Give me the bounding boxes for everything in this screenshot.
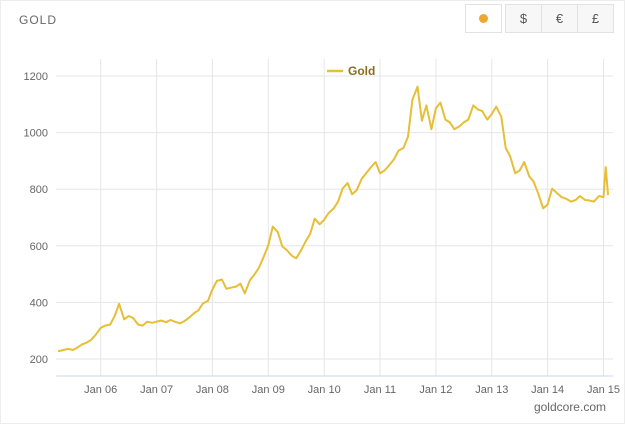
currency-button-eur[interactable]: € — [541, 4, 578, 33]
currency-button-gbp[interactable]: £ — [577, 4, 614, 33]
x-axis-tick-label: Jan 13 — [475, 384, 508, 396]
currency-button-usd[interactable]: $ — [505, 4, 542, 33]
y-axis-tick-label: 1200 — [24, 71, 48, 83]
currency-button-selected[interactable] — [465, 4, 502, 33]
legend-label[interactable]: Gold — [348, 64, 375, 78]
x-axis-tick-label: Jan 10 — [308, 384, 341, 396]
y-axis-tick-label: 1000 — [24, 128, 48, 140]
x-axis-tick-label: Jan 09 — [252, 384, 285, 396]
y-axis-tick-label: 800 — [30, 184, 48, 196]
x-axis-tick-label: Jan 15 — [587, 384, 620, 396]
x-axis-tick-label: Jan 12 — [419, 384, 452, 396]
page-title: GOLD — [19, 13, 58, 27]
x-axis-tick-label: Jan 11 — [364, 384, 396, 396]
x-axis-tick-label: Jan 08 — [196, 384, 229, 396]
goldcore-credit: goldcore.com — [533, 400, 606, 414]
gold-series-line — [57, 85, 609, 353]
y-axis-tick-label: 600 — [30, 241, 48, 253]
selected-dot-icon — [479, 14, 488, 23]
header: GOLD $ € £ — [1, 1, 624, 41]
x-axis-tick-label: Jan 06 — [84, 384, 117, 396]
y-axis-tick-label: 200 — [30, 354, 48, 366]
y-axis-tick-label: 400 — [30, 297, 48, 309]
x-axis-tick-label: Jan 07 — [140, 384, 173, 396]
currency-toggle: $ € £ — [465, 4, 614, 33]
x-axis-tick-label: Jan 14 — [531, 384, 564, 396]
